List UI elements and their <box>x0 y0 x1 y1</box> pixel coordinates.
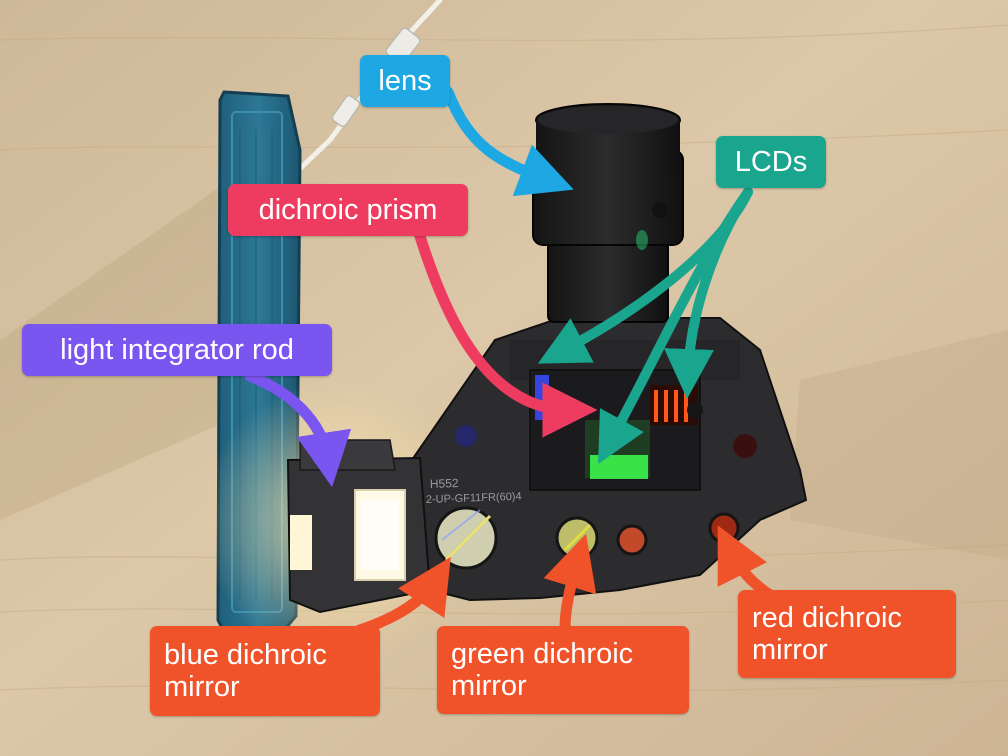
module-print-line1: H552 <box>430 476 459 491</box>
green-dichroic-mirror-window <box>555 516 599 560</box>
projection-lens <box>532 103 684 323</box>
label-green-dichroic-mirror-line2: mirror <box>451 670 527 702</box>
label-green-dichroic-mirror-line1: green dichroic <box>451 637 634 670</box>
arrow-light-integrator-rod <box>244 370 352 488</box>
label-green-dichroic-mirror: green dichroic mirror <box>437 626 689 714</box>
label-light-integrator-rod-text: light integrator rod <box>60 333 294 366</box>
label-dichroic-prism-text: dichroic prism <box>258 193 438 226</box>
label-lens: lens <box>360 55 450 107</box>
arrow-lens <box>442 86 574 197</box>
label-lcds: LCDs <box>716 136 826 188</box>
label-dichroic-prism: dichroic prism <box>228 184 468 236</box>
cable-plug <box>331 94 361 128</box>
arrow-green-dichroic-mirror <box>543 533 597 634</box>
module-print-line2: 2-UP-GF11FR(60)4 <box>426 491 522 506</box>
desk-shadow-right <box>790 330 1008 560</box>
label-blue-dichroic-mirror-line1: blue dichroic <box>164 638 327 671</box>
label-blue-dichroic-mirror-line2: mirror <box>164 671 240 703</box>
label-red-dichroic-mirror-line2: mirror <box>752 634 828 666</box>
label-red-dichroic-mirror: red dichroic mirror <box>738 590 956 678</box>
arrow-dichroic-prism <box>412 224 598 438</box>
label-lens-text: lens <box>378 64 432 97</box>
label-lcds-text: LCDs <box>734 145 808 178</box>
label-blue-dichroic-mirror: blue dichroic mirror <box>150 626 380 716</box>
label-light-integrator-rod: light integrator rod <box>22 324 332 376</box>
blue-dichroic-mirror-window <box>434 506 498 570</box>
arrow-lcds-red <box>663 187 753 399</box>
label-red-dichroic-mirror-line1: red dichroic <box>752 601 902 634</box>
integrator-window <box>290 489 406 581</box>
